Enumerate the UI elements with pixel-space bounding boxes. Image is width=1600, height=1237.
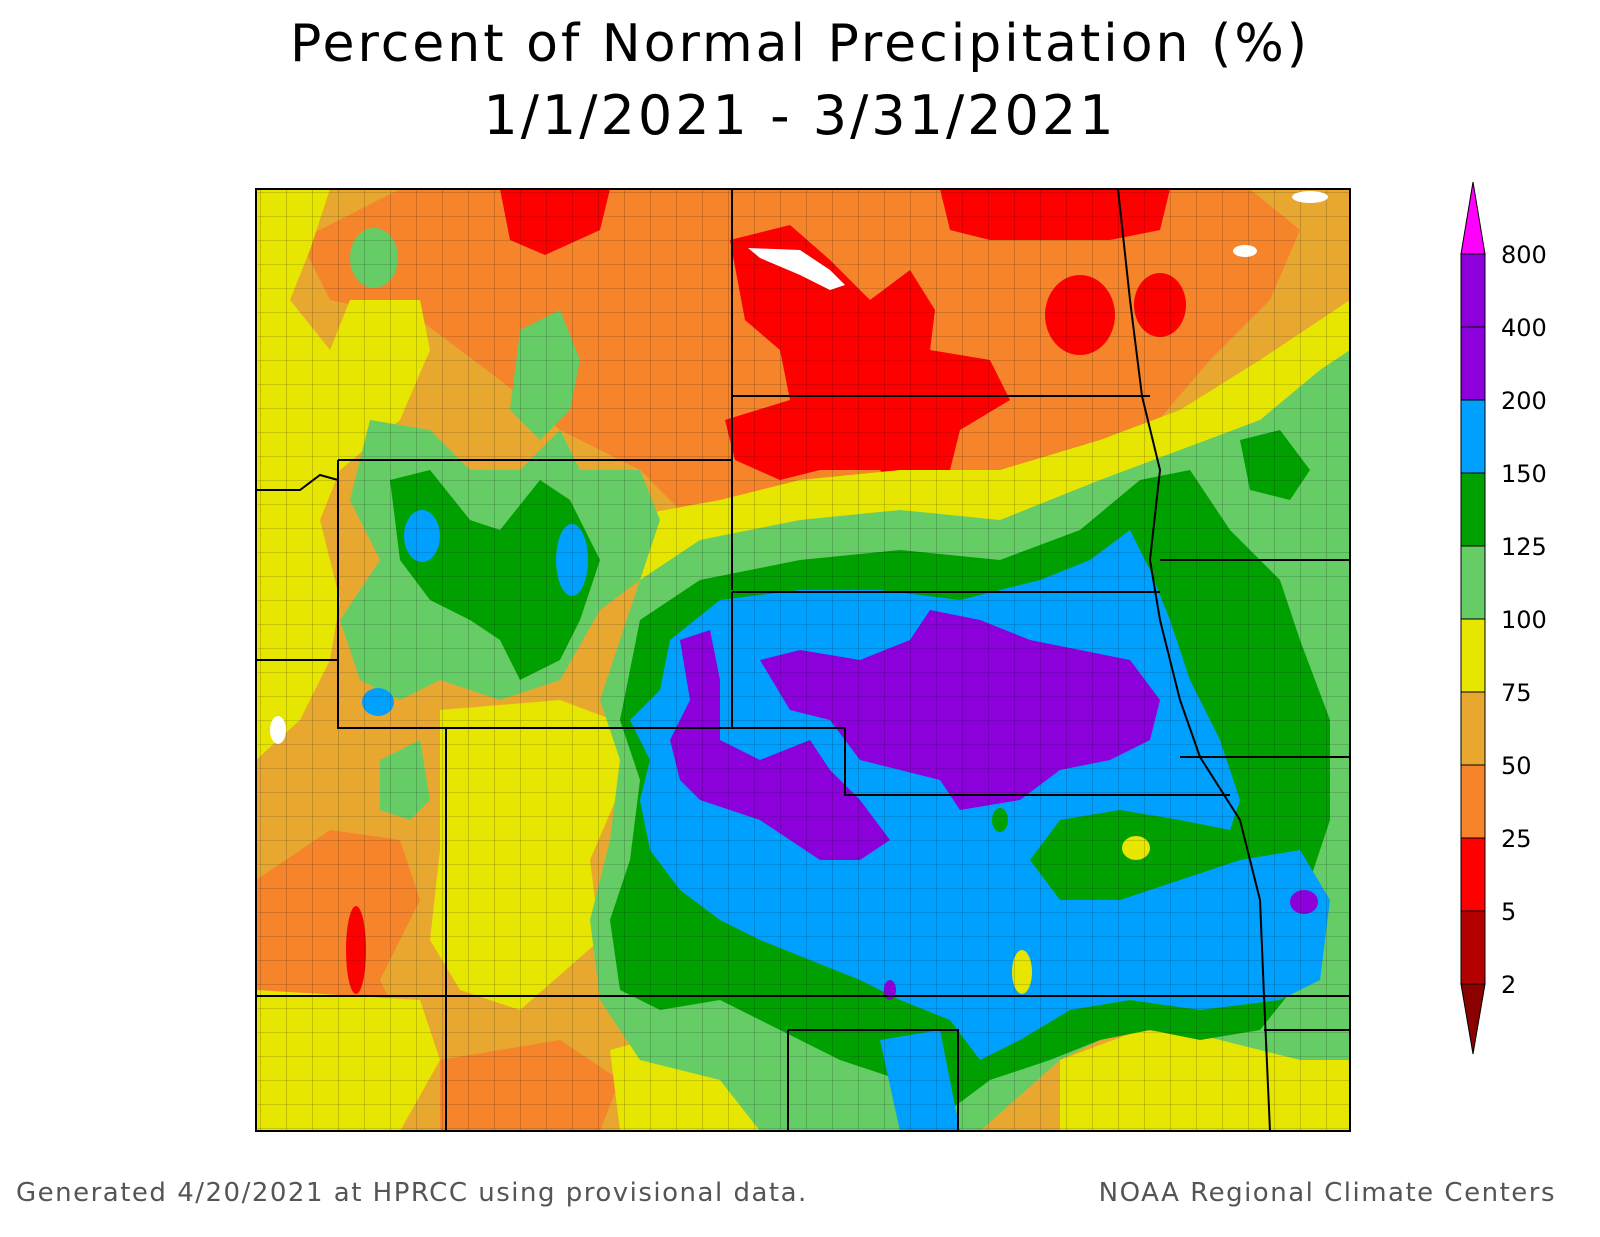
colorbar-segment (1461, 400, 1485, 473)
colorbar-top-arrow (1460, 181, 1486, 255)
colorbar-segment (1461, 619, 1485, 692)
colorbar-bottom-arrow (1460, 983, 1486, 1055)
colorbar-label: 100 (1501, 606, 1547, 634)
colorbar-segment (1461, 546, 1485, 619)
lake-1 (1233, 245, 1257, 257)
colorbar-segment (1461, 254, 1485, 327)
colorbar-segment (1461, 838, 1485, 911)
colorbar-segment (1461, 473, 1485, 546)
colorbar-segment (1461, 765, 1485, 838)
colorbar-segment (1461, 692, 1485, 765)
colorbar-label: 125 (1501, 533, 1547, 561)
map-title: Percent of Normal Precipitation (%) (289, 14, 1311, 74)
generated-note: Generated 4/20/2021 at HPRCC using provi… (16, 1178, 808, 1208)
precipitation-field (256, 189, 1350, 1131)
colorbar-label: 150 (1501, 460, 1547, 488)
colorbar-segment (1461, 911, 1485, 984)
colorbar-label: 800 (1501, 241, 1547, 269)
lake-2 (270, 716, 286, 744)
colorbar-label: 200 (1501, 387, 1547, 415)
colorbar-label: 400 (1501, 314, 1547, 342)
colorbar-label: 5 (1501, 898, 1516, 926)
colorbar-label: 25 (1501, 825, 1532, 853)
colorbar-label: 50 (1501, 752, 1532, 780)
colorbar-segment (1461, 327, 1485, 400)
map-date-range: 1/1/2021 - 3/31/2021 (483, 84, 1117, 147)
colorbar-label: 75 (1501, 679, 1532, 707)
lake-3 (1292, 191, 1328, 203)
colorbar-label: 2 (1501, 971, 1516, 999)
noaa-credit: NOAA Regional Climate Centers (1098, 1178, 1556, 1208)
county-grid (256, 189, 1350, 1131)
state-borders (255, 188, 1351, 1132)
missouri-river-lake (748, 248, 845, 290)
